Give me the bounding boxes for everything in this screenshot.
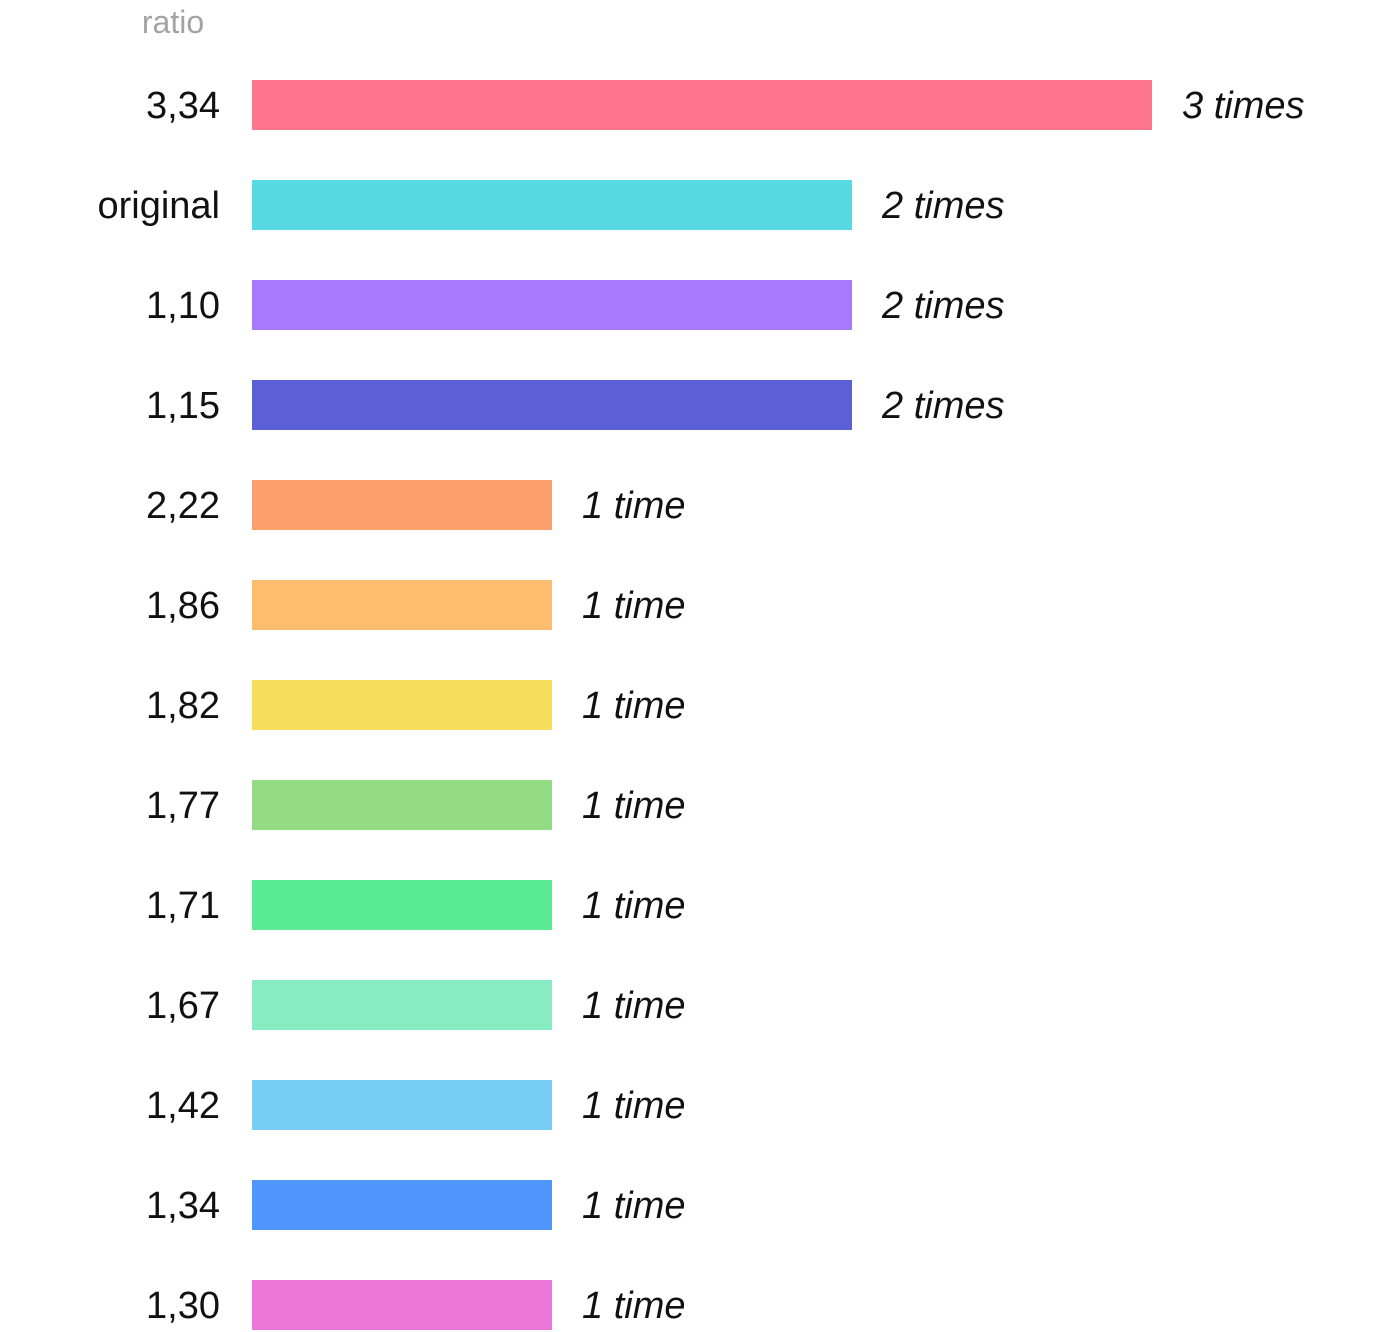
category-label: 1,82 <box>146 685 220 727</box>
value-label: 2 times <box>881 385 1004 427</box>
category-label: 1,15 <box>146 385 220 427</box>
bar-row: 1,82 1 time <box>146 680 685 730</box>
value-label: 1 time <box>582 885 685 927</box>
bar <box>252 1180 552 1230</box>
value-label: 1 time <box>582 585 685 627</box>
value-label: 2 times <box>881 285 1004 327</box>
bar-row: 1,30 1 time <box>146 1280 685 1330</box>
bar-row: 1,67 1 time <box>146 980 685 1030</box>
bar-row: 3,34 3 times <box>146 80 1304 130</box>
value-label: 1 time <box>582 1085 685 1127</box>
category-label: 1,42 <box>146 1085 220 1127</box>
value-label: 2 times <box>881 185 1004 227</box>
bar-row: 1,10 2 times <box>146 280 1004 330</box>
bar <box>252 180 852 230</box>
value-label: 1 time <box>582 485 685 527</box>
category-label: 2,22 <box>146 485 220 527</box>
bar <box>252 1280 552 1330</box>
bar <box>252 980 552 1030</box>
bar-row: original 2 times <box>97 180 1004 230</box>
bar <box>252 280 852 330</box>
category-label: 1,86 <box>146 585 220 627</box>
value-label: 1 time <box>582 785 685 827</box>
bar <box>252 480 552 530</box>
category-label: 1,34 <box>146 1185 220 1227</box>
value-label: 3 times <box>1182 85 1304 127</box>
category-column-header: ratio <box>142 4 204 40</box>
value-label: 1 time <box>582 685 685 727</box>
bar-row: 1,42 1 time <box>146 1080 685 1130</box>
bar <box>252 80 1152 130</box>
bar-row: 1,77 1 time <box>146 780 685 830</box>
bar-row: 1,34 1 time <box>146 1180 685 1230</box>
category-label: 1,10 <box>146 285 220 327</box>
category-label: 3,34 <box>146 85 220 127</box>
bar <box>252 580 552 630</box>
bar-row: 1,15 2 times <box>146 380 1004 430</box>
value-label: 1 time <box>582 1185 685 1227</box>
value-label: 1 time <box>582 985 685 1027</box>
category-label: 1,77 <box>146 785 220 827</box>
category-label: 1,30 <box>146 1285 220 1327</box>
category-label: 1,71 <box>146 885 220 927</box>
value-label: 1 time <box>582 1285 685 1327</box>
bar <box>252 680 552 730</box>
bar <box>252 380 852 430</box>
category-label: 1,67 <box>146 985 220 1027</box>
bar-row: 1,86 1 time <box>146 580 685 630</box>
bar-row: 1,71 1 time <box>146 880 685 930</box>
category-label: original <box>97 185 220 227</box>
bar-row: 2,22 1 time <box>146 480 685 530</box>
bar <box>252 780 552 830</box>
bar <box>252 1080 552 1130</box>
bar <box>252 880 552 930</box>
